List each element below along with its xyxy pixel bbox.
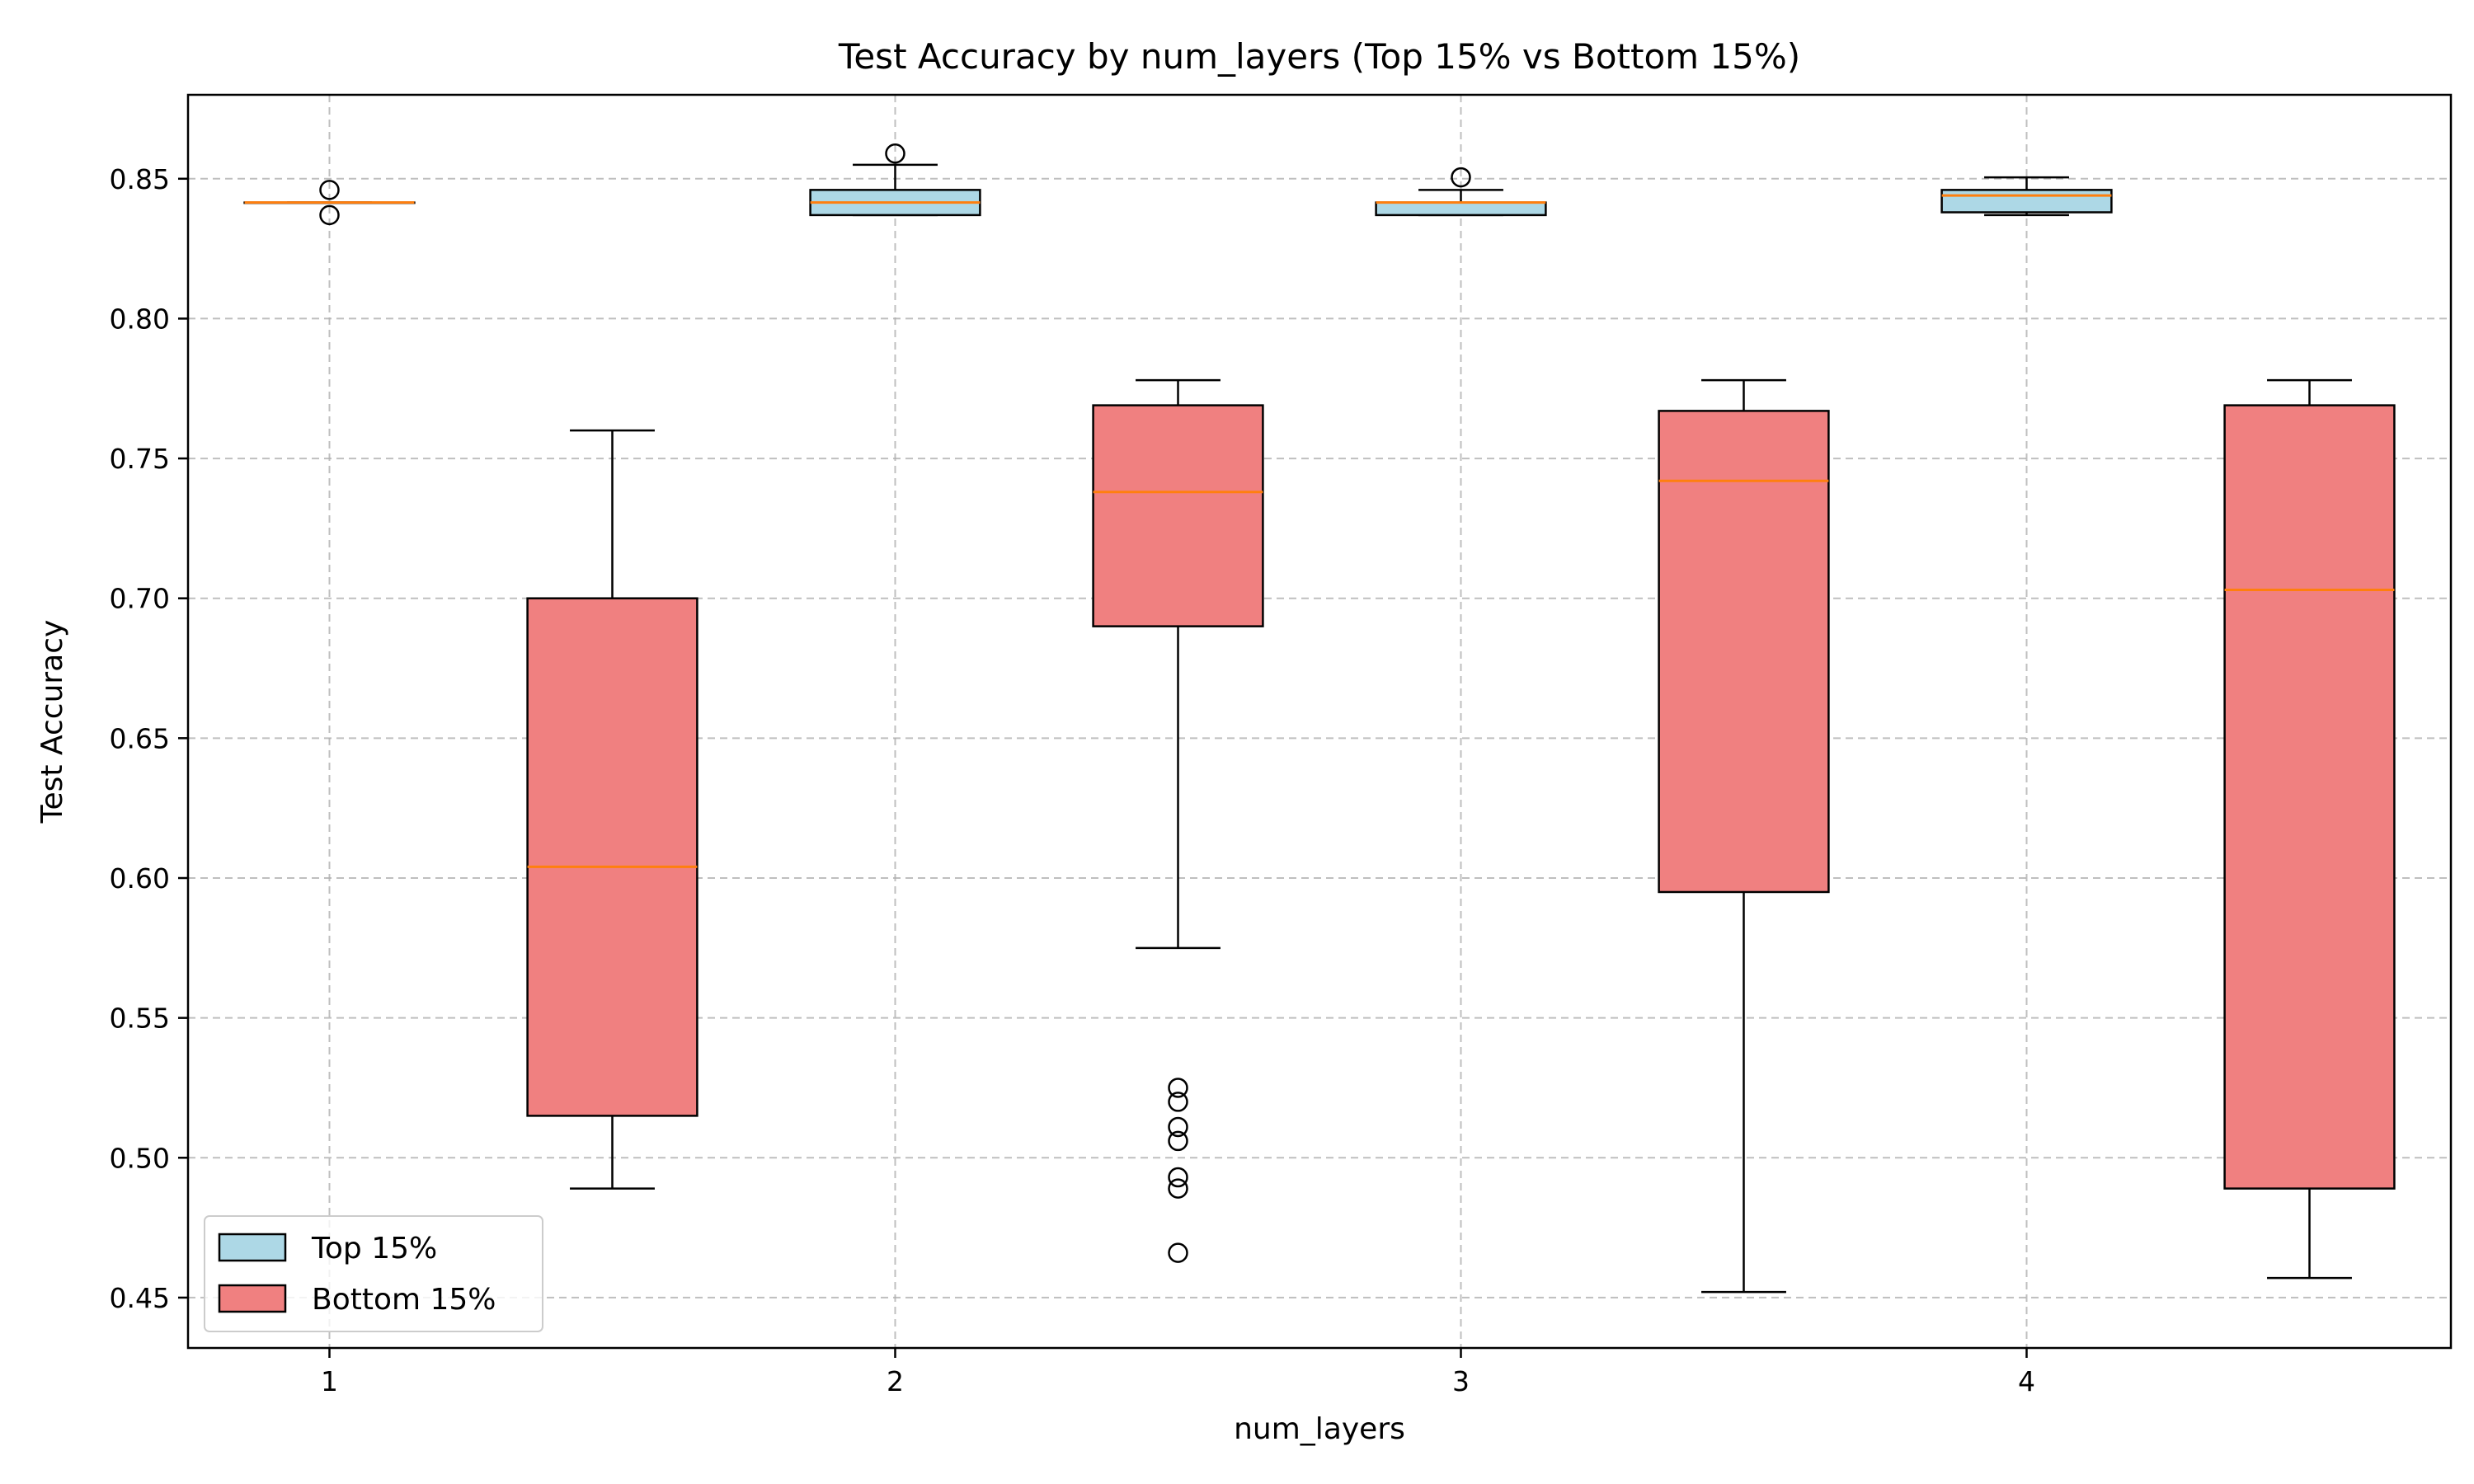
y-tick-label: 0.75 (110, 443, 170, 475)
box-body (1658, 410, 1830, 894)
outlier-point (1168, 1167, 1188, 1188)
y-tick-label: 0.45 (110, 1282, 170, 1314)
legend-swatch (218, 1233, 287, 1262)
y-tick-label: 0.65 (110, 722, 170, 754)
box-plots (243, 143, 2396, 1294)
x-tick-label: 1 (321, 1365, 338, 1397)
box-body (526, 597, 698, 1117)
y-tick-label: 0.85 (110, 163, 170, 195)
x-tick-label: 3 (1452, 1365, 1470, 1397)
x-tick-label: 4 (2018, 1365, 2035, 1397)
chart-title: Test Accuracy by num_layers (Top 15% vs … (838, 36, 1800, 77)
box-bottom-15--3.5 (1658, 378, 1830, 1294)
outlier-point (1168, 1116, 1188, 1138)
y-tick-label: 0.50 (110, 1142, 170, 1174)
box-top-15--4 (1940, 176, 2113, 217)
y-tick-label: 0.60 (110, 862, 170, 895)
outlier-point (319, 180, 340, 200)
legend-label: Bottom 15% (312, 1283, 496, 1317)
outlier-point (1451, 167, 1471, 188)
plot-area-frame (186, 93, 2453, 1350)
y-tick-label: 0.80 (110, 303, 170, 335)
axis-ticks: 1 2 3 4 0.45 0.50 0.55 0.60 0.65 0.70 0.75 0.80 0.85 (110, 163, 2035, 1397)
box-bottom-15--2.5 (1092, 378, 1264, 1263)
outlier-point (885, 143, 905, 164)
box-bottom-15--1.5 (526, 429, 698, 1190)
box-body (2223, 404, 2396, 1190)
y-axis-title: Test Accuracy (35, 620, 69, 824)
outlier-point (1168, 1092, 1188, 1112)
x-axis-title: num_layers (1234, 1412, 1405, 1446)
box-top-15--2 (809, 143, 981, 217)
legend-frame (204, 1215, 543, 1332)
box-top-15--3 (1375, 167, 1547, 217)
legend: Top 15% Bottom 15% (204, 1215, 543, 1332)
outlier-point (1168, 1178, 1188, 1199)
box-body (1940, 189, 2113, 214)
y-tick-label: 0.55 (110, 1003, 170, 1035)
x-tick-label: 2 (887, 1365, 904, 1397)
box-top-15--1 (243, 180, 416, 226)
outlier-point (319, 204, 340, 226)
y-tick-label: 0.70 (110, 583, 170, 615)
outlier-point (1168, 1078, 1188, 1098)
legend-swatch (218, 1284, 287, 1313)
outlier-point (1168, 1242, 1188, 1263)
box-body (1375, 201, 1547, 217)
legend-label: Top 15% (311, 1232, 437, 1266)
outlier-point (1168, 1130, 1188, 1152)
box-body (1092, 404, 1264, 627)
box-bottom-15--4.5 (2223, 378, 2396, 1280)
